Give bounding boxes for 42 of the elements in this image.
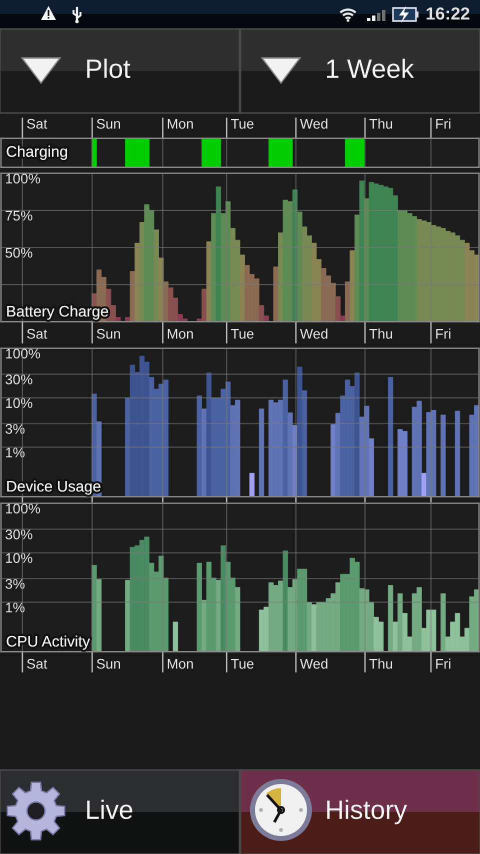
chart-title: Charging	[6, 146, 68, 160]
y-tick-label: 75%	[6, 210, 32, 221]
x-tick-label: Sat	[27, 118, 48, 129]
x-tick-label: Mon	[168, 659, 193, 669]
x-tick-label: Tue	[231, 329, 254, 339]
text: History	[327, 800, 408, 824]
y-tick-label: 100%	[6, 504, 40, 514]
y-tick-label: 30%	[6, 374, 32, 384]
x-tick-label: Thu	[369, 658, 392, 669]
x-tick-label: Sat	[27, 658, 48, 669]
y-tick-label: 1%	[6, 602, 25, 612]
y-tick-label: 10%	[6, 398, 32, 408]
x-tick-label: Wed	[300, 328, 328, 339]
x-tick-label: Mon	[168, 329, 193, 339]
x-tick-label: Mon	[168, 119, 193, 129]
y-tick-label: 50%	[6, 248, 32, 258]
text: Live	[87, 800, 132, 820]
x-tick-label: Tue	[231, 119, 254, 129]
text: 16:22	[426, 7, 470, 20]
y-tick-label: 10%	[6, 553, 32, 563]
x-tick-label: Sun	[96, 658, 120, 669]
x-tick-label: Fri	[436, 118, 450, 129]
x-tick-label: Sun	[96, 328, 120, 339]
x-tick-label: Thu	[369, 328, 392, 339]
y-tick-label: 30%	[6, 530, 32, 540]
y-tick-label: 3%	[6, 579, 25, 589]
y-tick-label: 100%	[6, 348, 40, 358]
text: Battery Charge	[7, 305, 108, 320]
y-tick-label: 100%	[6, 174, 40, 184]
x-tick-label: Tue	[231, 659, 254, 669]
x-tick-label: Fri	[436, 328, 450, 339]
text: CPU Activity	[6, 635, 90, 650]
x-tick-label: Thu	[369, 118, 392, 129]
y-tick-label: 3%	[6, 424, 25, 434]
text: 1 Week	[327, 58, 414, 78]
y-tick-label: 1%	[6, 448, 25, 458]
x-tick-label: Fri	[436, 658, 450, 669]
x-tick-label: Wed	[300, 658, 328, 669]
text: Plot	[87, 58, 130, 78]
x-tick-label: Sun	[96, 118, 120, 129]
x-tick-label: Sat	[27, 328, 48, 339]
x-tick-label: Wed	[300, 118, 328, 129]
